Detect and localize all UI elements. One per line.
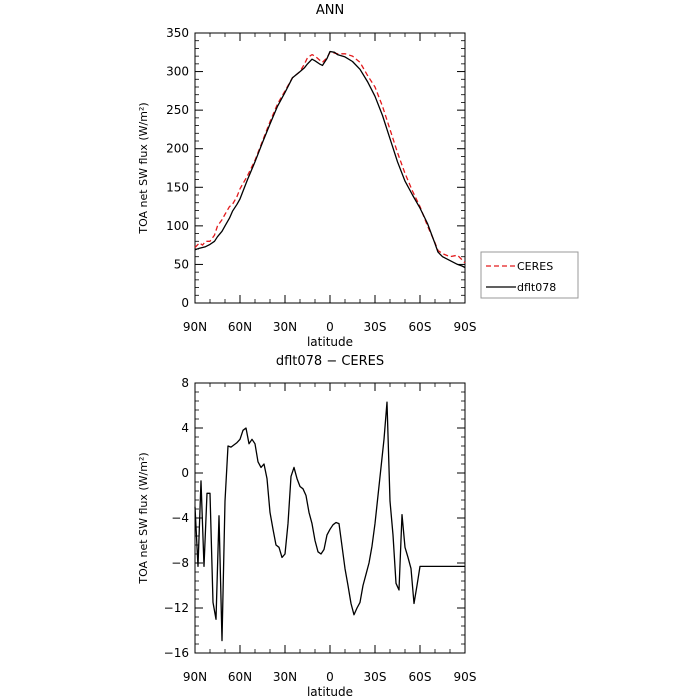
series-line-series-0: [194, 401, 465, 642]
x-tick-label: 60S: [409, 320, 432, 334]
y-tick-label: 200: [166, 142, 189, 156]
y-tick-label: −16: [164, 646, 189, 660]
plot-frame: [194, 382, 466, 654]
y-axis-label: TOA net SW flux (W/m²): [137, 452, 150, 584]
x-tick-label: 30N: [273, 670, 297, 684]
y-axis: −16 −12 −8 −4 0 4 8: [164, 376, 465, 660]
chart-panel-top: ANN 0 50 100 150 200 250 300 350 90N 60N 30N 0 30S 6…: [137, 3, 579, 349]
legend-label-dflt078: dflt078: [517, 281, 556, 294]
y-tick-label: 4: [181, 421, 189, 435]
legend-label-ceres: CERES: [517, 260, 553, 273]
y-tick-label: 350: [166, 26, 189, 40]
y-tick-label: 50: [174, 257, 189, 271]
chart-panel-bottom: dflt078 − CERES −16 −12 −8 −4 0 4 8 90N 60N 30N 0…: [137, 354, 476, 699]
series-line-dflt078: [194, 50, 466, 269]
chart-title: dflt078 − CERES: [276, 354, 384, 369]
legend: CERES dflt078: [480, 251, 579, 299]
x-axis-label: latitude: [307, 335, 353, 349]
x-tick-label: 0: [326, 320, 334, 334]
x-axis: 90N 60N 30N 0 30S 60S 90S: [183, 33, 477, 334]
x-tick-label: 30S: [364, 670, 387, 684]
legend-box: [480, 251, 579, 299]
x-tick-label: 90S: [454, 320, 477, 334]
y-axis: 0 50 100 150 200 250 300 350: [166, 26, 465, 310]
x-tick-label: 30S: [364, 320, 387, 334]
y-tick-label: −4: [171, 511, 189, 525]
y-tick-label: 0: [181, 466, 189, 480]
y-tick-label: 0: [181, 296, 189, 310]
y-tick-label: 150: [166, 180, 189, 194]
x-axis: 90N 60N 30N 0 30S 60S 90S: [183, 383, 477, 684]
x-tick-label: 0: [326, 670, 334, 684]
y-tick-label: 300: [166, 65, 189, 79]
y-axis-label: TOA net SW flux (W/m²): [137, 102, 150, 234]
x-tick-label: 60S: [409, 670, 432, 684]
x-tick-label: 90S: [454, 670, 477, 684]
series-group: [194, 50, 466, 269]
x-tick-label: 90N: [183, 670, 207, 684]
series-line-CERES: [194, 51, 466, 264]
x-tick-label: 90N: [183, 320, 207, 334]
x-tick-label: 60N: [228, 320, 252, 334]
plot-frame: [194, 32, 466, 304]
y-tick-label: 250: [166, 103, 189, 117]
x-tick-label: 30N: [273, 320, 297, 334]
series-group: [194, 401, 465, 642]
y-tick-label: −12: [164, 601, 189, 615]
x-axis-label: latitude: [307, 685, 353, 699]
y-tick-label: −8: [171, 556, 189, 570]
x-tick-label: 60N: [228, 670, 252, 684]
y-tick-label: 100: [166, 219, 189, 233]
y-tick-label: 8: [181, 376, 189, 390]
chart-title: ANN: [316, 3, 344, 18]
